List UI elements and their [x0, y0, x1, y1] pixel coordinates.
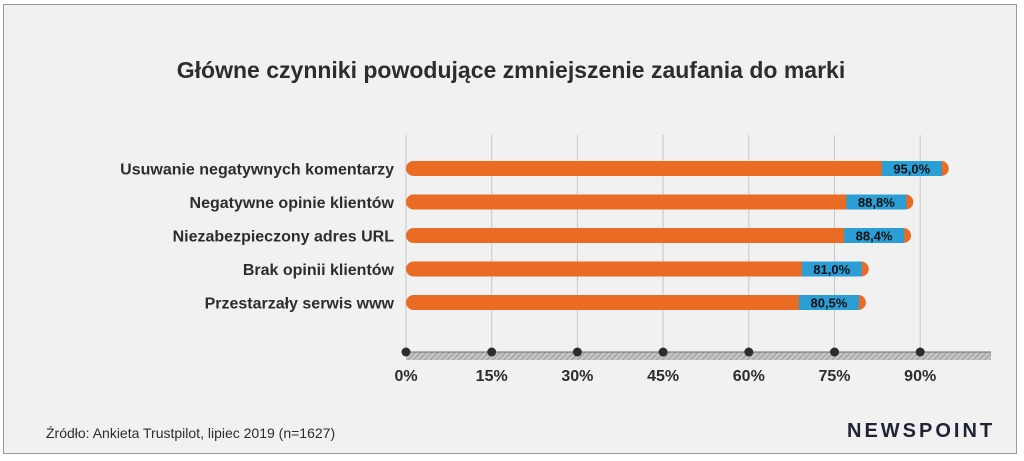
- value-label-bg: [846, 194, 907, 210]
- category-label: Przestarzały serwis www: [205, 296, 395, 313]
- value-label: 81,0%: [813, 262, 850, 277]
- bar-chart: Usuwanie negatywnych komentarzy 95,0% Nega…: [120, 135, 991, 385]
- axis-tick-dot: [401, 347, 411, 357]
- value-label: 95,0%: [893, 162, 930, 177]
- axis-tick-dot: [487, 347, 497, 357]
- x-tick-label: 90%: [904, 368, 936, 385]
- bar: [406, 261, 869, 277]
- chart-title: Główne czynniki powodujące zmniejszenie …: [176, 57, 846, 83]
- x-tick-label: 60%: [733, 368, 765, 385]
- category-label: Brak opinii klientów: [243, 262, 395, 279]
- category-label: Usuwanie negatywnych komentarzy: [120, 162, 394, 179]
- axis-tick-dot: [658, 347, 668, 357]
- x-tick-label: 75%: [818, 368, 850, 385]
- value-label: 80,5%: [810, 296, 847, 311]
- category-label: Negatywne opinie klientów: [190, 195, 395, 212]
- x-tick-label: 30%: [561, 368, 593, 385]
- source-note: Źródło: Ankieta Trustpilot, lipiec 2019 …: [46, 425, 336, 441]
- bar: [406, 228, 912, 243]
- value-label-bg: [798, 295, 859, 310]
- axis-tick-dot: [830, 347, 839, 357]
- value-label: 88,4%: [856, 229, 893, 244]
- bar: [406, 295, 866, 310]
- value-label: 88,8%: [858, 195, 895, 210]
- newspoint-logo: NEWSPOINT: [847, 420, 996, 442]
- chart-card: Główne czynniki powodujące zmniejszenie …: [3, 4, 1017, 454]
- x-tick-label: 0%: [394, 368, 417, 385]
- value-label-bg: [881, 161, 942, 176]
- value-label-bg: [801, 261, 862, 277]
- axis-tick-dot: [744, 347, 754, 357]
- x-tick-label: 45%: [647, 368, 679, 385]
- bar: [406, 194, 914, 210]
- x-tick-label: 15%: [476, 368, 508, 385]
- value-label-bg: [844, 228, 905, 243]
- axis-tick-dot: [915, 347, 925, 357]
- x-axis-band: [406, 352, 991, 360]
- category-label: Niezabezpieczony adres URL: [173, 229, 395, 246]
- axis-tick-dot: [572, 347, 582, 357]
- bar: [406, 161, 949, 176]
